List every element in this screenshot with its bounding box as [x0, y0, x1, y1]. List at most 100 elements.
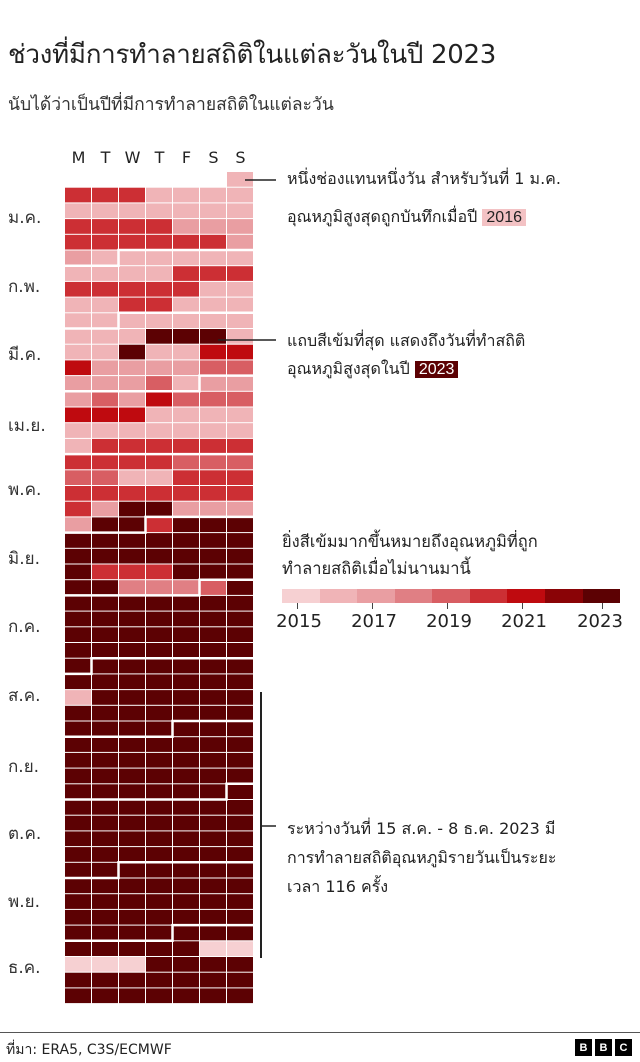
month-label: เม.ย.	[8, 416, 46, 436]
day-cell	[200, 297, 226, 313]
day-cell	[200, 784, 226, 799]
day-cell	[65, 752, 91, 768]
day-cell	[173, 721, 199, 737]
day-cell	[146, 721, 172, 737]
legend-tick	[297, 603, 298, 609]
streak-annotation: ระหว่างวันที่ 15 ส.ค. - 8 ธ.ค. 2023 มี ก…	[287, 814, 557, 901]
month-label: มิ.ย.	[8, 549, 40, 569]
legend-tick	[522, 603, 523, 609]
legend-swatch	[544, 589, 583, 603]
day-cell	[227, 219, 253, 234]
day-cell	[173, 501, 199, 517]
day-cell	[173, 313, 199, 328]
day-cell	[92, 957, 118, 972]
month-boundary-line	[65, 374, 254, 393]
day-cell	[146, 925, 172, 941]
day-cell	[200, 407, 226, 423]
legend-title-line1: ยิ่งสีเข้มมากขึ้นหมายถึงอุณหภูมิที่ถูก	[282, 532, 538, 551]
source-credit: ที่มา: ERA5, C3S/ECMWF	[6, 1042, 172, 1058]
day-cell	[146, 281, 172, 297]
day-cell	[92, 234, 118, 250]
day-cell	[227, 611, 253, 627]
day-cell	[227, 548, 253, 564]
day-cell	[119, 862, 145, 878]
day-cell	[173, 784, 199, 799]
legend-label-2021: 2021	[501, 611, 547, 632]
day-cell	[65, 423, 91, 438]
day-cell	[200, 988, 226, 1004]
day-cell	[92, 784, 118, 799]
day-cell	[92, 595, 118, 611]
month-label: ก.ย.	[8, 757, 40, 777]
day-cell	[65, 360, 91, 376]
day-cell	[200, 187, 226, 203]
day-cell	[173, 297, 199, 313]
day-cell	[119, 329, 145, 344]
day-cell	[173, 281, 199, 297]
day-cell	[173, 862, 199, 878]
day-cell	[227, 266, 253, 281]
day-cell	[227, 501, 253, 517]
dark-annotation-text: อุณหภูมิสูงสุดในปี	[287, 359, 410, 378]
day-cell	[92, 564, 118, 580]
day-of-week-headers: M T W T F S S	[65, 148, 255, 170]
streak-annotation-line1: ระหว่างวันที่ 15 ส.ค. - 8 ธ.ค. 2023 มี	[287, 819, 556, 838]
day-cell	[200, 800, 226, 815]
day-cell	[65, 250, 91, 266]
day-cell	[146, 360, 172, 376]
legend-tick	[602, 603, 603, 609]
day-cell	[146, 674, 172, 690]
month-label: ก.ค.	[8, 617, 41, 637]
day-cell	[146, 517, 172, 533]
day-cell	[119, 470, 145, 485]
day-cell	[65, 674, 91, 690]
day-cell	[92, 721, 118, 737]
day-cell	[173, 800, 199, 815]
day-cell	[173, 376, 199, 391]
day-cell	[200, 219, 226, 234]
day-cell	[146, 878, 172, 894]
day-cell	[92, 894, 118, 909]
day-cell	[65, 580, 91, 595]
day-cell	[92, 266, 118, 281]
day-cell	[119, 768, 145, 784]
day-cell	[173, 627, 199, 642]
day-cell	[200, 548, 226, 564]
day-cell	[146, 219, 172, 234]
day-cell	[92, 281, 118, 297]
day-cell	[119, 674, 145, 690]
day-cell	[173, 611, 199, 627]
day-cell	[119, 266, 145, 281]
month-boundary-line	[65, 248, 254, 267]
day-header-thu: T	[154, 148, 165, 167]
day-cell	[92, 219, 118, 234]
day-cell	[227, 234, 253, 250]
cell-annotation-text: อุณหภูมิสูงสุดถูกบันทึกเมื่อปี	[287, 207, 478, 226]
day-cell	[227, 203, 253, 219]
day-cell	[173, 407, 199, 423]
day-cell	[227, 344, 253, 360]
streak-annotation-line3: เวลา 116 ครั้ง	[287, 877, 389, 896]
day-cell	[119, 313, 145, 328]
day-cell	[65, 957, 91, 972]
bbc-logo-block: B	[575, 1039, 592, 1056]
day-header-wed: W	[124, 148, 141, 167]
day-header-mon: M	[71, 148, 86, 167]
month-label: พ.ค.	[8, 480, 42, 500]
day-header-fri: F	[181, 148, 192, 167]
day-cell	[65, 344, 91, 360]
day-cell	[173, 454, 199, 470]
day-cell	[173, 533, 199, 548]
day-cell	[92, 800, 118, 815]
month-label: ส.ค.	[8, 686, 41, 706]
legend-swatch	[319, 589, 358, 603]
day-cell	[200, 533, 226, 548]
day-cell	[65, 611, 91, 627]
day-cell	[146, 501, 172, 517]
day-cell	[119, 611, 145, 627]
day-cell	[173, 580, 199, 595]
day-cell	[227, 281, 253, 297]
day-cell	[200, 941, 226, 956]
day-cell	[65, 815, 91, 831]
day-cell	[227, 800, 253, 815]
